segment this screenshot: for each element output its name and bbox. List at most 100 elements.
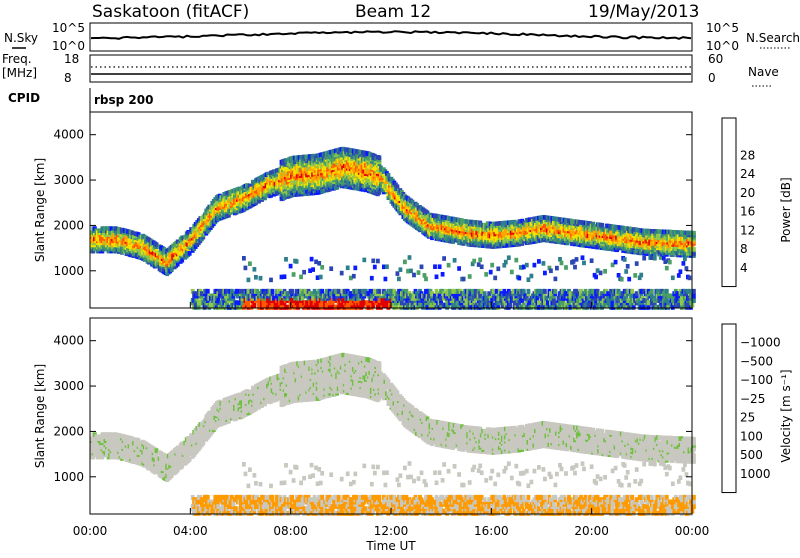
power-cell (254, 275, 258, 280)
power-cell (244, 266, 248, 271)
power-cell (370, 276, 374, 281)
date-title: 19/May/2013 (588, 2, 700, 22)
power-cell (554, 289, 558, 294)
power-cell (299, 275, 303, 280)
sky-line (91, 31, 691, 39)
freq-right-tick-top: 60 (708, 52, 723, 66)
power-cell (420, 265, 424, 270)
power-cell (442, 256, 446, 261)
power-cell (527, 289, 531, 294)
power-cell (489, 270, 493, 275)
power-cell (424, 277, 428, 282)
sky-right-tick-top: 10^5 (706, 21, 739, 35)
power-cell (403, 260, 407, 265)
power-cell (371, 259, 375, 264)
power-cell (600, 223, 604, 228)
freq-label-2: [MHz] (2, 66, 37, 80)
freq-panel-frame (90, 55, 692, 82)
power-cell (417, 270, 421, 275)
power-cell (560, 261, 564, 266)
power-cell (441, 272, 445, 277)
power-cell (447, 263, 451, 268)
power-cell (530, 274, 534, 279)
power-cell (496, 267, 500, 272)
power-cell (197, 305, 201, 310)
power-cell (490, 263, 494, 268)
power-cell (438, 264, 442, 269)
power-cell (537, 259, 541, 264)
power-cell (397, 277, 401, 282)
power-cell (433, 264, 437, 269)
station-title: Saskatoon (fitACF) (92, 2, 249, 22)
power-cell (554, 277, 558, 282)
power-cell (302, 270, 306, 275)
power-cell (594, 275, 598, 280)
power-cell (385, 264, 389, 269)
power-cell (311, 267, 315, 272)
power-cell (599, 271, 603, 276)
power-cell (292, 272, 296, 277)
power-cell (271, 289, 275, 294)
nave-label: Nave (748, 65, 779, 79)
power-cell (353, 266, 357, 271)
power-cell (409, 269, 413, 274)
power-cell (504, 260, 508, 265)
freq-label-1: Freq. (2, 52, 32, 66)
power-cell (462, 277, 466, 282)
power-cell (573, 265, 577, 270)
power-cell (310, 257, 314, 262)
power-cell (484, 272, 488, 277)
power-cell (247, 278, 251, 283)
power-cell (412, 273, 416, 278)
power-cell (582, 261, 586, 266)
power-cell (206, 289, 210, 294)
power-cell (378, 289, 382, 294)
sky-left-label: N.Sky (4, 31, 38, 45)
power-cell (346, 266, 350, 271)
power-cell (317, 261, 321, 266)
sky-trace (91, 31, 691, 39)
power-cell (352, 274, 356, 279)
power-cell (284, 257, 288, 262)
sky-right-tick-bottom: 10^0 (706, 39, 739, 53)
sky-right-label: N.Search (746, 31, 800, 45)
power-cell (320, 265, 324, 270)
power-cell (603, 269, 607, 274)
power-cell (399, 267, 403, 272)
power-cell (373, 265, 377, 270)
power-cell (514, 258, 518, 263)
power-cell (493, 276, 497, 281)
power-cell (517, 276, 521, 281)
power-cell (542, 261, 546, 266)
sky-left-tick-bottom: 10^0 (52, 39, 85, 53)
beam-title: Beam 12 (355, 2, 431, 22)
power-cell (457, 266, 461, 271)
power-cell (478, 258, 482, 263)
power-cell (483, 291, 487, 296)
power-cell (253, 267, 257, 272)
power-cell (480, 265, 484, 270)
power-cell (510, 270, 514, 275)
power-cell (543, 289, 547, 294)
power-cell (533, 263, 537, 268)
power-cell (435, 275, 439, 280)
cpid-label: CPID (8, 91, 40, 105)
power-cell (555, 266, 559, 271)
sky-left-tick-top: 10^5 (52, 21, 85, 35)
power-data (90, 147, 696, 310)
power-cell (340, 271, 344, 276)
power-cell (543, 271, 547, 276)
power-cell (472, 259, 476, 264)
power-cell (259, 276, 263, 281)
power-cell (320, 289, 324, 294)
power-cell (242, 256, 246, 261)
power-cell (522, 289, 526, 294)
power-cell (468, 274, 472, 279)
freq-right-tick-bottom: 0 (708, 71, 716, 85)
power-cell (408, 255, 412, 260)
power-cell (269, 278, 273, 283)
power-cell (319, 275, 323, 280)
freq-left-tick-top: 18 (64, 52, 79, 66)
power-cell (525, 263, 529, 268)
power-cell (564, 265, 568, 270)
